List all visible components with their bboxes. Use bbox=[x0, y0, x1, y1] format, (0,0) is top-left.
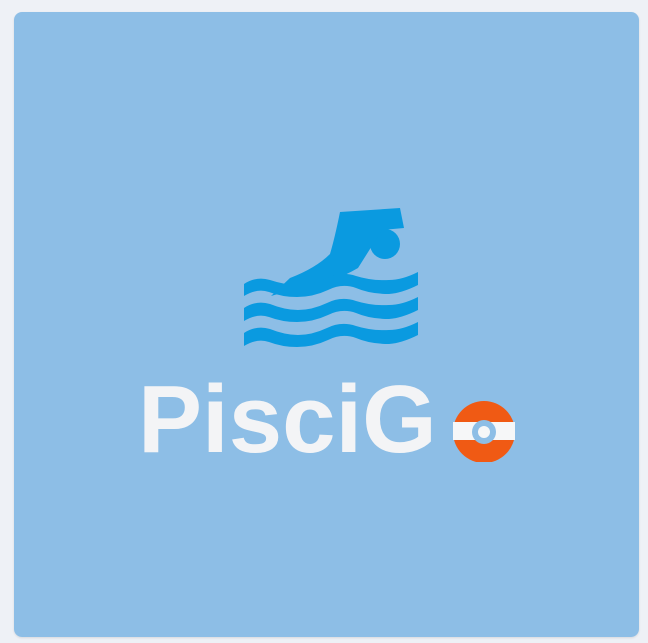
logo-card: PisciG bbox=[14, 12, 639, 637]
brand-wordmark: PisciG bbox=[138, 366, 517, 462]
life-ring-icon bbox=[453, 401, 515, 462]
logo-background bbox=[14, 12, 639, 637]
swimmer-icon bbox=[244, 208, 418, 347]
brand-wordmark-text: PisciG bbox=[138, 366, 437, 462]
